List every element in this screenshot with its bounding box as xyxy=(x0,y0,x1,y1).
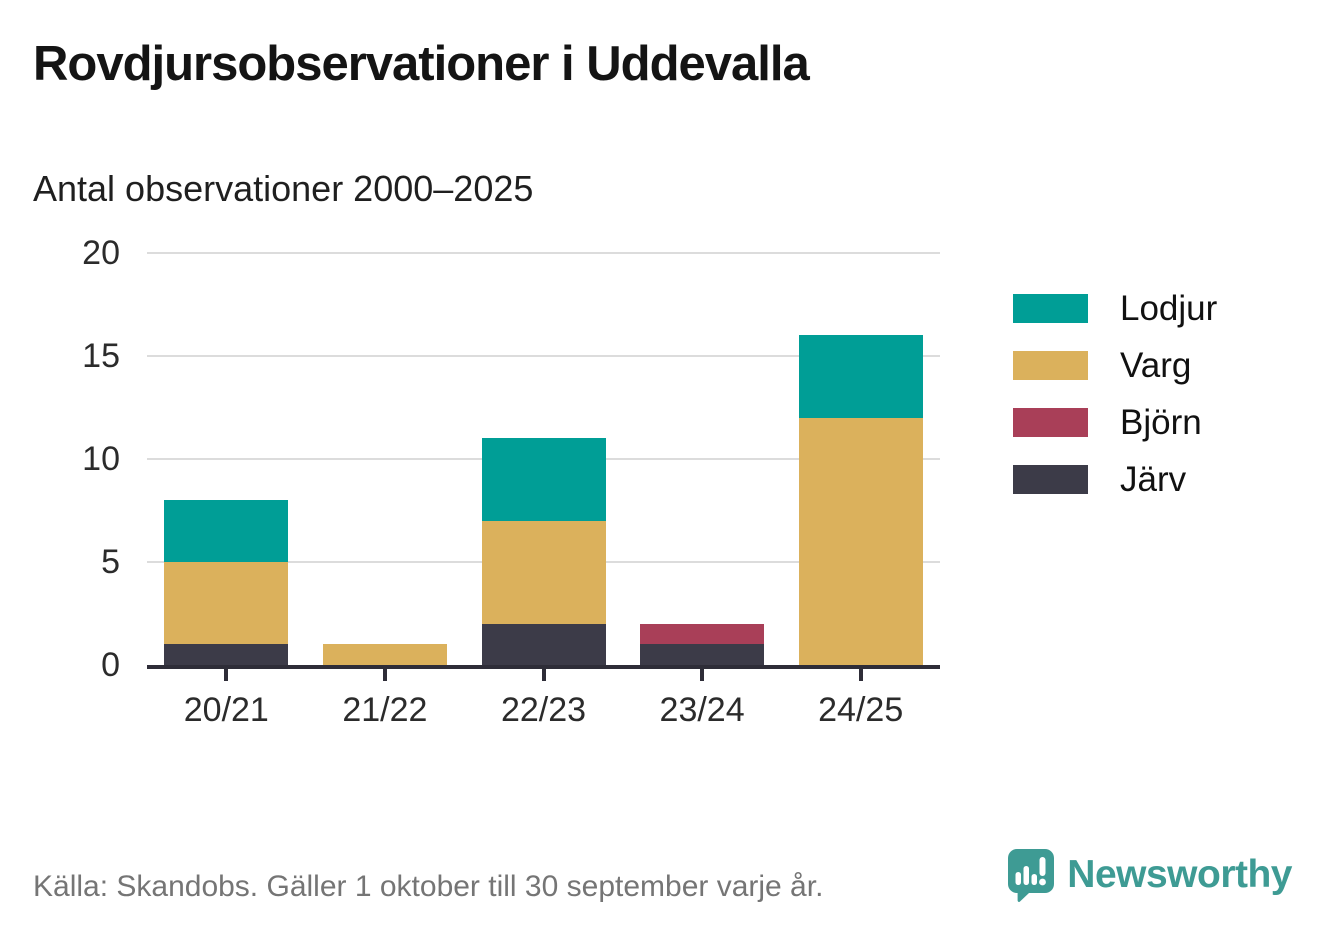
bar-segment-lodjur xyxy=(164,500,289,563)
legend-item-lodjur: Lodjur xyxy=(1013,289,1218,328)
legend-swatch-björn xyxy=(1013,408,1088,437)
legend: Lodjur Varg Björn Järv xyxy=(1013,289,1218,522)
bar-segment-varg xyxy=(322,644,447,665)
x-tick-21/22 xyxy=(382,669,387,681)
bar-segment-björn xyxy=(640,623,765,645)
bar-segment-varg xyxy=(164,562,289,645)
x-tick-24/25 xyxy=(858,669,863,681)
x-tick-label-21/22: 21/22 xyxy=(342,691,428,729)
grid-line-15 xyxy=(147,355,940,357)
chart-subtitle: Antal observationer 2000–2025 xyxy=(33,168,534,209)
bar-group-21/22 xyxy=(322,644,447,665)
x-tick-label-24/25: 24/25 xyxy=(818,691,904,729)
bar-segment-varg xyxy=(481,520,606,624)
brand-logo: Newsworthy xyxy=(1007,848,1292,902)
legend-label-varg: Varg xyxy=(1120,346,1192,385)
newsworthy-bubble-icon xyxy=(1008,849,1055,902)
legend-label-järv: Järv xyxy=(1120,460,1187,499)
x-tick-label-23/24: 23/24 xyxy=(659,691,745,729)
y-tick-label-20: 20 xyxy=(82,234,120,272)
legend-label-lodjur: Lodjur xyxy=(1120,289,1218,328)
x-tick-20/21 xyxy=(224,669,229,681)
y-tick-label-5: 5 xyxy=(101,543,120,581)
bar-group-24/25 xyxy=(798,335,923,665)
y-axis-labels: 0 5 10 15 20 xyxy=(20,236,120,682)
grid-line-20 xyxy=(147,252,940,254)
bar-segment-varg xyxy=(798,417,923,665)
legend-item-järv: Järv xyxy=(1013,460,1217,499)
legend-item-varg: Varg xyxy=(1013,346,1217,385)
bar-group-20/21 xyxy=(164,500,289,665)
y-tick-label-10: 10 xyxy=(82,440,120,478)
x-tick-23/24 xyxy=(700,669,705,681)
bar-group-22/23 xyxy=(481,438,606,665)
bar-segment-järv xyxy=(481,623,606,665)
legend-swatch-järv xyxy=(1013,465,1088,494)
legend-swatch-varg xyxy=(1013,351,1088,380)
chart-title: Rovdjursobservationer i Uddevalla xyxy=(33,37,810,91)
bar-segment-järv xyxy=(164,644,289,665)
legend-swatch-lodjur xyxy=(1013,294,1088,323)
source-note: Källa: Skandobs. Gäller 1 oktober till 3… xyxy=(33,870,824,903)
x-axis: 20/21 21/22 22/23 23/24 24/25 xyxy=(147,665,940,735)
plot-area xyxy=(147,252,940,669)
x-tick-22/23 xyxy=(541,669,546,681)
y-tick-label-15: 15 xyxy=(82,337,120,375)
bar-group-23/24 xyxy=(640,623,765,665)
y-tick-label-0: 0 xyxy=(101,646,120,684)
bar-segment-lodjur xyxy=(798,335,923,418)
bar-segment-lodjur xyxy=(481,438,606,521)
x-tick-label-22/23: 22/23 xyxy=(500,691,587,729)
legend-item-björn: Björn xyxy=(1013,403,1217,442)
legend-label-björn: Björn xyxy=(1120,403,1202,442)
bar-segment-järv xyxy=(640,644,765,665)
x-tick-label-20/21: 20/21 xyxy=(183,691,269,729)
brand-name: Newsworthy xyxy=(1067,853,1292,896)
x-axis-line xyxy=(147,665,940,669)
